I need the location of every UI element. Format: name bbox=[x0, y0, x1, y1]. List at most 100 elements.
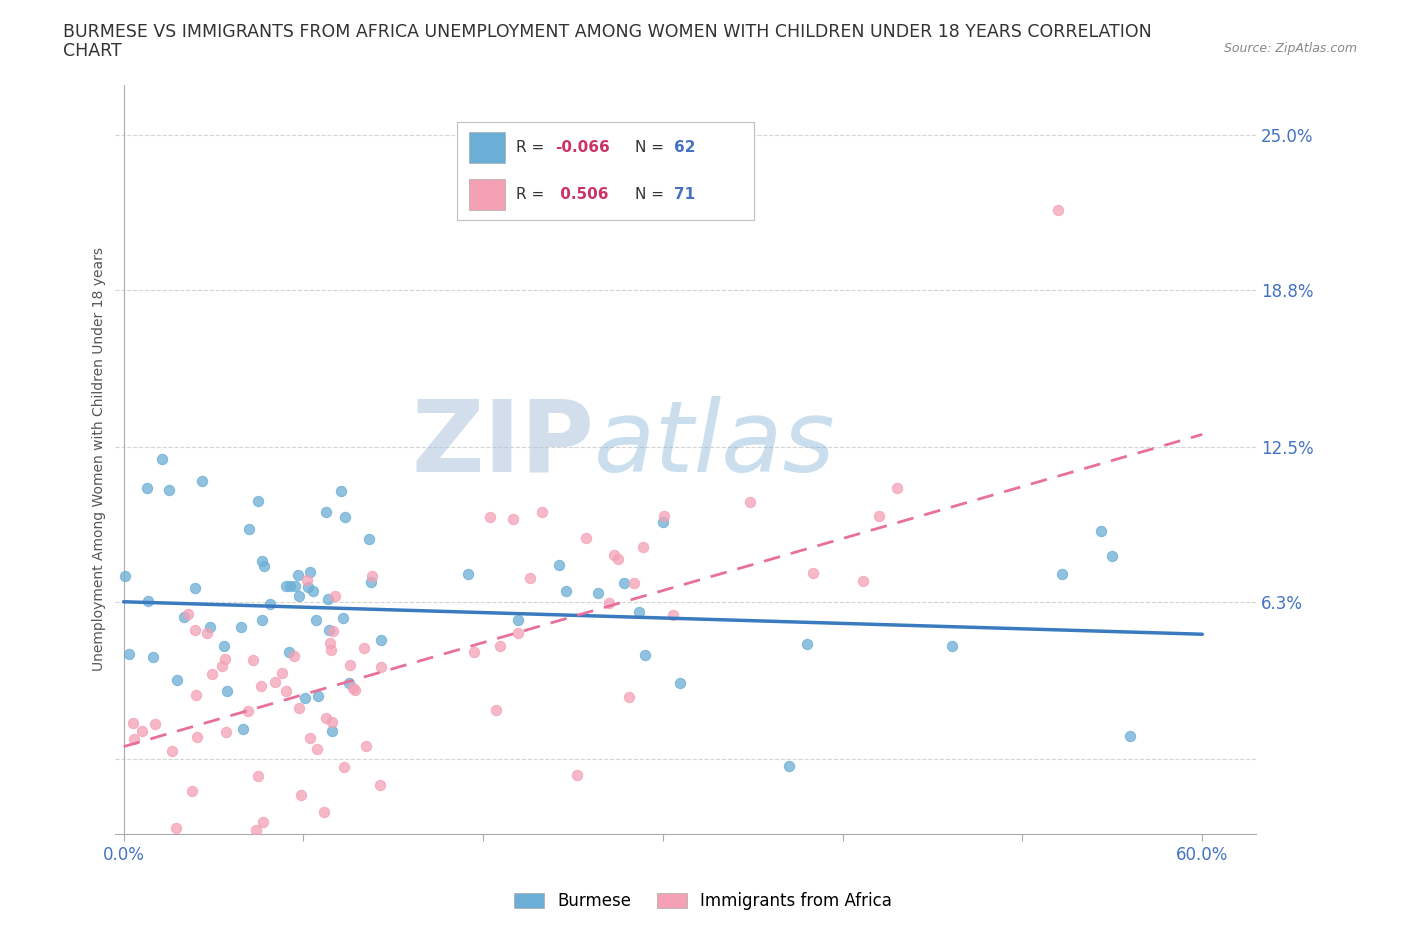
Point bbox=[245, 823, 267, 838]
Point bbox=[250, 613, 273, 628]
Point bbox=[370, 632, 392, 647]
Point bbox=[323, 589, 346, 604]
Point bbox=[613, 575, 636, 590]
Point bbox=[315, 504, 337, 519]
Point bbox=[354, 738, 377, 753]
Point bbox=[852, 573, 875, 588]
Point bbox=[191, 473, 214, 488]
Point bbox=[299, 731, 322, 746]
Point bbox=[246, 769, 269, 784]
Point bbox=[184, 687, 207, 702]
Point bbox=[173, 610, 195, 625]
Point bbox=[264, 674, 287, 689]
Point bbox=[307, 741, 329, 756]
Point bbox=[177, 607, 200, 622]
Point bbox=[136, 593, 159, 608]
Point bbox=[307, 688, 329, 703]
Point bbox=[619, 690, 641, 705]
Point bbox=[602, 548, 624, 563]
Point bbox=[607, 551, 630, 566]
Point bbox=[801, 565, 824, 580]
Point bbox=[333, 510, 356, 525]
Point bbox=[778, 759, 800, 774]
Text: Source: ZipAtlas.com: Source: ZipAtlas.com bbox=[1223, 42, 1357, 55]
Point bbox=[489, 639, 512, 654]
Point bbox=[478, 510, 501, 525]
Point bbox=[941, 639, 963, 654]
Point bbox=[236, 703, 259, 718]
Point bbox=[315, 711, 337, 725]
Point bbox=[184, 623, 207, 638]
Point bbox=[136, 481, 159, 496]
Text: CHART: CHART bbox=[63, 42, 122, 60]
Point bbox=[339, 676, 361, 691]
Point bbox=[211, 658, 233, 673]
Point bbox=[114, 569, 136, 584]
Point bbox=[294, 691, 316, 706]
Point bbox=[565, 767, 588, 782]
Point bbox=[229, 619, 252, 634]
Point bbox=[283, 578, 305, 593]
Point bbox=[339, 658, 361, 672]
Point bbox=[588, 585, 610, 600]
Point bbox=[332, 760, 354, 775]
Point bbox=[361, 568, 384, 583]
Point bbox=[242, 653, 264, 668]
Point bbox=[321, 643, 343, 658]
Point bbox=[305, 613, 328, 628]
Point bbox=[322, 623, 344, 638]
Point bbox=[796, 636, 818, 651]
Point bbox=[342, 681, 364, 696]
Point bbox=[502, 512, 524, 526]
Point bbox=[186, 729, 208, 744]
Point bbox=[651, 515, 673, 530]
Point bbox=[360, 574, 382, 589]
Point bbox=[271, 666, 294, 681]
Text: BURMESE VS IMMIGRANTS FROM AFRICA UNEMPLOYMENT AMONG WOMEN WITH CHILDREN UNDER 1: BURMESE VS IMMIGRANTS FROM AFRICA UNEMPL… bbox=[63, 23, 1152, 41]
Point bbox=[250, 679, 273, 694]
Point bbox=[290, 787, 312, 802]
Point bbox=[288, 589, 311, 604]
Point bbox=[238, 522, 260, 537]
Point bbox=[353, 641, 375, 656]
Point bbox=[321, 715, 343, 730]
Point bbox=[332, 610, 354, 625]
Point bbox=[555, 583, 578, 598]
Text: atlas: atlas bbox=[595, 396, 835, 493]
Point bbox=[886, 481, 908, 496]
Point bbox=[623, 576, 645, 591]
Point bbox=[357, 532, 380, 547]
Point bbox=[329, 484, 352, 498]
Point bbox=[157, 483, 180, 498]
Point bbox=[1090, 523, 1112, 538]
Point bbox=[297, 579, 319, 594]
Point bbox=[259, 596, 281, 611]
Point bbox=[575, 531, 598, 546]
Y-axis label: Unemployment Among Women with Children Under 18 years: Unemployment Among Women with Children U… bbox=[93, 247, 107, 671]
Point bbox=[652, 508, 675, 523]
Point bbox=[215, 724, 238, 739]
Point bbox=[1119, 729, 1142, 744]
Point bbox=[253, 559, 276, 574]
Point bbox=[274, 684, 297, 698]
Point bbox=[122, 715, 145, 730]
Point bbox=[298, 565, 321, 579]
Point bbox=[184, 581, 207, 596]
Point bbox=[198, 619, 221, 634]
Point bbox=[302, 583, 325, 598]
Point bbox=[201, 667, 224, 682]
Point bbox=[214, 639, 236, 654]
Point bbox=[321, 724, 343, 738]
Text: ZIP: ZIP bbox=[411, 396, 595, 493]
Point bbox=[485, 703, 508, 718]
Point bbox=[661, 607, 683, 622]
Point bbox=[738, 495, 761, 510]
Point bbox=[343, 683, 366, 698]
Point bbox=[142, 649, 165, 664]
Point bbox=[278, 578, 301, 593]
Point bbox=[669, 675, 692, 690]
Point bbox=[274, 578, 297, 593]
Point bbox=[1052, 567, 1074, 582]
Point bbox=[314, 804, 336, 819]
Point bbox=[143, 717, 166, 732]
